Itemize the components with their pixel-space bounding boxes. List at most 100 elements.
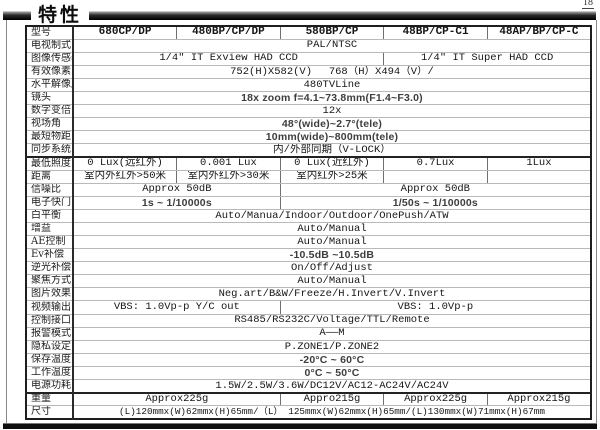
title-bar: 特性 <box>3 4 596 26</box>
table-row: 最短物距 10mm(wide)~800mm(tele) <box>26 130 592 145</box>
spec-value: -20°C ~ 60°C <box>72 352 592 367</box>
table-row: 逆光补偿 On/Off/Adjust <box>26 261 592 276</box>
spec-label: 图片效果 <box>26 287 74 302</box>
spec-value: 1Lux <box>486 155 592 171</box>
spec-label: 镜头 <box>26 90 74 106</box>
spec-value: 12x <box>72 104 592 119</box>
spec-label: 电源功耗 <box>26 379 74 394</box>
spec-value: 48AP/BP/CP-C <box>486 25 592 40</box>
page-title: 特性 <box>38 3 83 26</box>
spec-label: 有效像素 <box>26 64 74 79</box>
bottom-border-bar <box>3 423 597 429</box>
spec-label: 增益 <box>26 221 74 237</box>
spec-label: 视场角 <box>26 117 74 132</box>
spec-value: Neg.art/B&W/Freeze/H.Invert/V.Invert <box>72 287 592 302</box>
spec-label: 控制接口 <box>26 313 74 328</box>
table-row: 重量 Approx225g Appro215g Approx225g Approx215… <box>26 391 592 407</box>
table-row: 控制接口 RS485/RS232C/Voltage/TTL/Remote <box>26 313 592 328</box>
table-row: 视频输出 VBS: 1.0Vp-p Y/C out VBS: 1.0Vp-p <box>26 300 592 315</box>
spec-label: Ev补偿 <box>26 248 74 263</box>
spec-label: 电子快门 <box>26 195 74 210</box>
spec-label: 白平衡 <box>26 208 74 223</box>
spec-value: RS485/RS232C/Voltage/TTL/Remote <box>72 313 592 328</box>
spec-value: 内/外部同期（V-LOCK） <box>72 143 592 158</box>
table-row: 数字变倍 12x <box>26 104 592 119</box>
table-row: 工作温度 0°C ~ 50°C <box>26 365 592 381</box>
spec-value: 1/4" IT Exview HAD CCD <box>72 51 385 66</box>
spec-value: Approx225g <box>72 391 281 407</box>
spec-value: 680CP/DP <box>72 25 178 40</box>
spec-value: Approx 50dB <box>279 182 592 197</box>
table-row: 白平衡 Auto/Manua/Indoor/Outdoor/OnePush/ATW <box>26 208 592 223</box>
spec-value: 0 Lux(远红外) <box>72 155 178 171</box>
spec-value: 48°(wide)~2.7°(tele) <box>72 117 592 132</box>
table-row: 最低照度 0 Lux(远红外) 0.001 Lux 0 Lux(近红外) 0.7Lux 1… <box>26 155 592 171</box>
spec-value: 48BP/CP-C1 <box>383 25 488 40</box>
table-row: 电视制式 PAL/NTSC <box>26 38 592 53</box>
spec-label: 最短物距 <box>26 130 74 145</box>
table-row: 镜头 18x zoom f=4.1~73.8mm(F1.4~F3.0) <box>26 90 592 106</box>
spec-label: AE控制 <box>26 234 74 250</box>
table-row: 增益 Auto/Manual <box>26 221 592 237</box>
spec-label: 型号 <box>26 25 74 40</box>
spec-value: On/Off/Adjust <box>72 261 592 276</box>
spec-label: 聚焦方式 <box>26 274 74 289</box>
spec-value: 10mm(wide)~800mm(tele) <box>72 130 592 145</box>
spec-value: Approx225g <box>383 391 488 407</box>
table-row: 电源功耗 1.5W/2.5W/3.6W/DC12V/AC12-AC24V/AC24… <box>26 379 592 394</box>
spec-value: Approx215g <box>486 391 592 407</box>
table-row: 同步系统 内/外部同期（V-LOCK） <box>26 143 592 158</box>
spec-value: 室内外红外>30米 <box>176 169 281 184</box>
spec-value: 752(H)X582(V) 768（H）X494（V）/ <box>72 64 592 79</box>
table-row: 信噪比 Approx 50dB Approx 50dB <box>26 182 592 197</box>
spec-label: 隐私设定 <box>26 339 74 354</box>
spec-label: 同步系统 <box>26 143 74 158</box>
spec-label: 最低照度 <box>26 155 74 171</box>
table-row: 有效像素 752(H)X582(V) 768（H）X494（V）/ <box>26 64 592 79</box>
table-row: Ev补偿 -10.5dB ~10.5dB <box>26 248 592 263</box>
spec-value: VBS: 1.0Vp-p Y/C out <box>72 300 281 315</box>
spec-value: 1.5W/2.5W/3.6W/DC12V/AC12-AC24V/AC24V <box>72 379 592 394</box>
spec-value: 0.7Lux <box>383 155 488 171</box>
spec-value: 480BP/CP/DP <box>176 25 281 40</box>
spec-value: Auto/Manual <box>72 274 592 289</box>
table-row: 距离 室内外红外>50米 室内外红外>30米 室内红外>25米 <box>26 169 592 184</box>
spec-value: Approx 50dB <box>72 182 281 197</box>
table-row: 隐私设定 P.ZONE1/P.ZONE2 <box>26 339 592 354</box>
spec-value: 室内红外>25米 <box>279 169 385 184</box>
spec-value: Auto/Manual <box>72 234 592 250</box>
table-row: 图片效果 Neg.art/B&W/Freeze/H.Invert/V.Invert <box>26 287 592 302</box>
title-left-bar <box>3 10 31 20</box>
spec-label: 电视制式 <box>26 38 74 53</box>
table-row: 视场角 48°(wide)~2.7°(tele) <box>26 117 592 132</box>
spec-label: 逆光补偿 <box>26 261 74 276</box>
spec-value: 1s ~ 1/10000s <box>72 195 281 210</box>
spec-value: 1/50s ~ 1/10000s <box>279 195 592 210</box>
spec-value: Auto/Manua/Indoor/Outdoor/OnePush/ATW <box>72 208 592 223</box>
spec-table-body: 型号 680CP/DP 480BP/CP/DP 580BP/CP 48BP/CP-C1 4… <box>26 25 592 420</box>
spec-value: PAL/NTSC <box>72 38 592 53</box>
table-row: 聚焦方式 Auto/Manual <box>26 274 592 289</box>
table-row: 水平解像度480TVLine <box>26 77 592 92</box>
table-row: 型号 680CP/DP 480BP/CP/DP 580BP/CP 48BP/CP-C1 4… <box>26 25 592 40</box>
spec-value: -10.5dB ~10.5dB <box>72 248 592 263</box>
table-row: 电子快门 1s ~ 1/10000s 1/50s ~ 1/10000s <box>26 195 592 210</box>
spec-label: 水平解像度 <box>26 77 74 92</box>
table-row: 尺寸 (L)120mmx(W)62mmx(H)65mm/（L） 125mmx(W)… <box>26 405 592 420</box>
spec-value <box>486 169 592 184</box>
spec-value: 18x zoom f=4.1~73.8mm(F1.4~F3.0) <box>72 90 592 106</box>
title-right-bar <box>89 10 596 20</box>
spec-value: 580BP/CP <box>279 25 385 40</box>
spec-value: Appro215g <box>279 391 385 407</box>
spec-label: 工作温度 <box>26 365 74 381</box>
spec-label: 视频输出 <box>26 300 74 315</box>
spec-value: VBS: 1.0Vp-p <box>279 300 592 315</box>
spec-label: 距离 <box>26 169 74 184</box>
spec-label: 图像传感器 <box>26 51 74 66</box>
page-number: 18 <box>582 0 594 9</box>
table-row: 报警模式 A——M <box>26 326 592 341</box>
spec-value: (L)120mmx(W)62mmx(H)65mm/（L） 125mmx(W)62… <box>72 405 592 420</box>
spec-value: Auto/Manual <box>72 221 592 237</box>
spec-label: 保存温度 <box>26 352 74 367</box>
